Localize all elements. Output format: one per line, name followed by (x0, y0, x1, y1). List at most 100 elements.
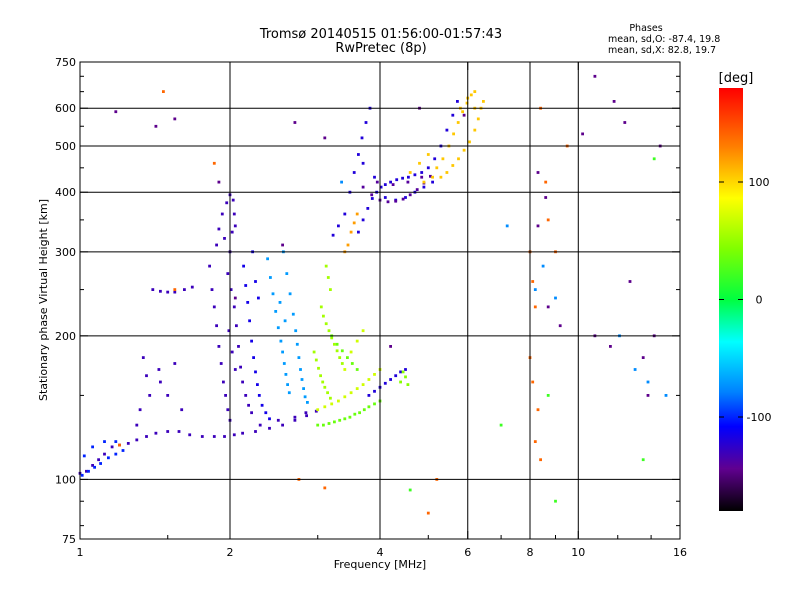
grid-lines (80, 62, 680, 539)
data-point (439, 175, 443, 179)
data-point (358, 411, 361, 415)
data-point (276, 418, 280, 422)
data-point (217, 180, 221, 184)
data-point (462, 113, 466, 117)
data-point (319, 305, 323, 309)
data-point (348, 415, 352, 419)
y-tick-label: 500 (55, 140, 76, 153)
data-point (288, 292, 292, 296)
data-point (360, 136, 364, 140)
y-tick-label: 300 (55, 246, 76, 259)
data-point (166, 430, 170, 433)
data-point (305, 414, 308, 418)
data-point (232, 305, 236, 309)
data-point (469, 93, 473, 97)
stats-title: Phases (629, 23, 662, 34)
data-point (200, 435, 204, 438)
data-point (256, 383, 259, 386)
data-point (468, 140, 471, 144)
data-point (361, 329, 365, 333)
data-point (114, 452, 118, 456)
data-point (383, 196, 387, 199)
colorbar-tick-label: -100 (747, 411, 772, 424)
data-point (324, 264, 328, 268)
data-point (404, 375, 407, 379)
data-point (121, 449, 125, 452)
data-point (441, 157, 445, 161)
data-point (322, 423, 325, 427)
data-point (652, 157, 656, 161)
data-point (352, 221, 356, 225)
data-point (357, 153, 360, 156)
data-point (357, 230, 360, 234)
data-point (473, 128, 477, 132)
data-point (154, 124, 158, 128)
data-point (456, 121, 460, 124)
data-point (646, 380, 650, 384)
data-point (346, 356, 349, 359)
data-point (431, 175, 434, 179)
data-point (230, 350, 234, 354)
data-point (322, 314, 325, 318)
data-point (281, 350, 284, 354)
data-point (285, 272, 289, 275)
data-point (151, 288, 155, 291)
data-point (343, 368, 347, 371)
data-point (338, 418, 342, 422)
data-point (85, 469, 88, 473)
data-point (291, 312, 295, 316)
data-point (157, 368, 161, 371)
data-point (233, 368, 237, 371)
data-point (355, 387, 359, 390)
data-point (340, 362, 344, 365)
data-point (293, 121, 297, 124)
data-point (389, 180, 392, 184)
data-point (269, 276, 272, 279)
data-point (99, 462, 102, 465)
data-point (367, 394, 371, 397)
data-point (173, 290, 177, 294)
data-point (546, 394, 550, 397)
data-point (355, 368, 359, 371)
data-point (389, 378, 392, 381)
data-point (91, 464, 94, 467)
data-point (254, 280, 257, 283)
data-point (212, 161, 216, 165)
x-axis-label: Frequency [MHz] (334, 558, 426, 571)
data-point (217, 227, 221, 231)
data-point (215, 324, 218, 328)
data-point (623, 121, 627, 124)
data-point (235, 324, 238, 328)
data-point (361, 383, 365, 386)
data-point (420, 171, 424, 174)
data-point (145, 374, 148, 378)
data-point (327, 422, 331, 425)
data-point (465, 101, 469, 105)
data-point (331, 233, 335, 237)
x-tick-label: 2 (227, 546, 234, 559)
data-point (373, 389, 376, 393)
data-point (141, 356, 145, 359)
data-point (394, 199, 398, 203)
data-point (304, 411, 308, 415)
data-point (337, 224, 340, 228)
data-point (250, 339, 253, 343)
data-point (323, 136, 327, 140)
stats-x-line: mean, sd,X: 82.8, 19.7 (608, 45, 716, 56)
data-point (422, 185, 426, 189)
data-point (284, 373, 288, 376)
data-point (190, 285, 194, 289)
data-point (283, 319, 287, 323)
data-point (177, 430, 181, 433)
data-point (248, 319, 251, 323)
data-point (241, 380, 244, 384)
y-tick-label: 100 (55, 473, 76, 486)
data-point (581, 132, 584, 136)
axes: 1 2 4 6 8 10 16 75 100 200 300 400 500 600 750 (55, 56, 687, 559)
data-point (250, 411, 253, 415)
data-point (293, 418, 297, 422)
data-point (293, 415, 297, 419)
data-point (346, 243, 350, 247)
data-point (593, 74, 597, 78)
x-tick-label: 6 (464, 546, 471, 559)
